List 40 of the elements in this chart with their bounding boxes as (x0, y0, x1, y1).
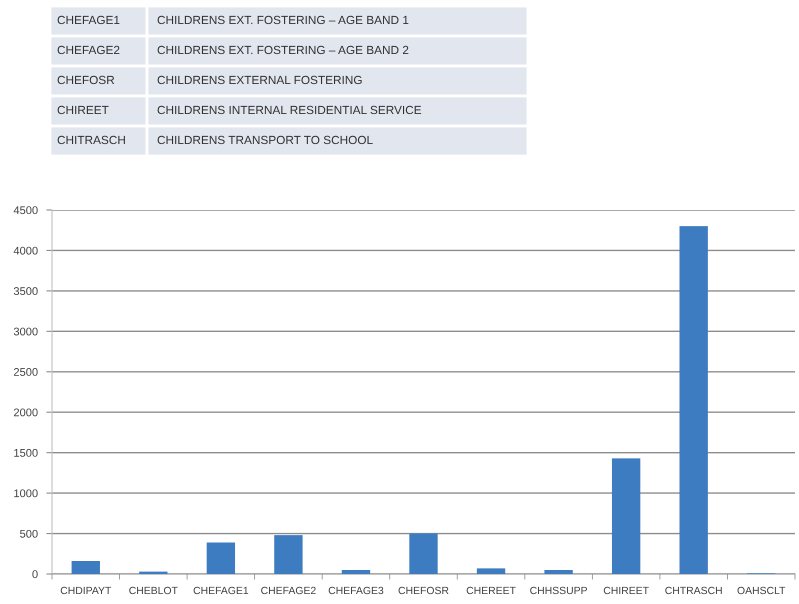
bar (274, 535, 303, 574)
text: CHILDRENS INTERNAL RESIDENTIAL SERVICE (158, 106, 422, 114)
x-tick-label: CHIREET (604, 586, 649, 594)
x-tick-label: CHTRASCH (665, 586, 722, 594)
bar (409, 534, 438, 574)
y-tick-label: 3500 (14, 287, 38, 296)
y-tick-label: 1000 (14, 489, 38, 498)
y-tick-label: 4500 (14, 206, 38, 214)
text: CHILDRENS TRANSPORT TO SCHOOL (158, 136, 373, 144)
bar (612, 458, 640, 574)
y-tick-label: 4000 (14, 246, 38, 255)
bar (342, 570, 370, 574)
bar (679, 226, 708, 574)
x-tick-label: CHEBLOT (129, 586, 178, 594)
x-tick-label: OAHSCLT (738, 586, 786, 594)
bar (72, 561, 100, 574)
bar (206, 542, 236, 574)
text: CHEFAGE1 (58, 16, 120, 24)
text: CHILDRENS EXT. FOSTERING – AGE BAND 2 (158, 46, 408, 54)
x-tick-label: CHHSSUPP (530, 586, 587, 594)
x-tick-label: CHEREET (466, 586, 516, 594)
bar (476, 568, 506, 574)
y-tick-label: 2500 (14, 368, 38, 376)
x-tick-label: CHDIPAYT (60, 586, 112, 594)
y-tick-label: 3000 (14, 328, 38, 336)
bar (544, 570, 573, 574)
x-tick-label: CHEFAGE1 (194, 586, 248, 594)
x-tick-label: CHEFAGE3 (328, 586, 384, 594)
y-tick-label: 1500 (14, 448, 38, 457)
text: CHEFAGE2 (58, 46, 120, 54)
y-tick-label: 0 (32, 570, 38, 578)
text: CHEFOSR (58, 76, 114, 84)
y-tick-label: 2000 (14, 408, 38, 416)
y-tick-label: 500 (20, 530, 38, 538)
x-tick-label: CHEFAGE2 (261, 586, 316, 594)
text: CHIREET (58, 106, 109, 114)
text: CHILDRENS EXTERNAL FOSTERING (158, 76, 362, 84)
x-tick-label: CHEFOSR (398, 586, 448, 594)
text: CHILDRENS EXT. FOSTERING – AGE BAND 1 (158, 16, 408, 24)
text: CHITRASCH (58, 136, 125, 144)
